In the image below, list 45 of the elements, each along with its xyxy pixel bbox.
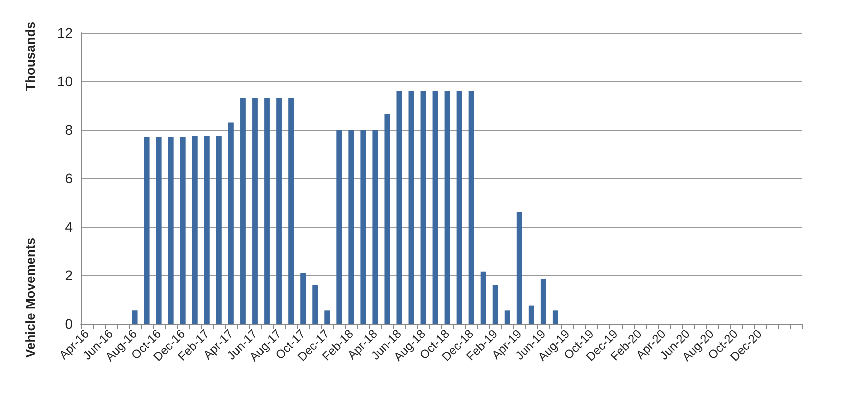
text: Thousands [23,22,38,92]
bar [408,91,414,324]
bar [492,285,498,324]
y-tick-label: 4 [65,219,74,235]
y-tick-label: 0 [65,316,74,332]
bar [180,137,186,324]
y-axis-title: Vehicle Movements [23,238,38,358]
bar [192,136,198,324]
bar [348,130,354,324]
y-tick-label: 8 [65,122,74,138]
bar [468,91,474,324]
bar [396,91,402,324]
bar [360,130,366,324]
bar [252,98,258,324]
bar [384,114,390,324]
bar [516,212,522,324]
bar [372,130,378,324]
bar [552,310,558,324]
bar [228,122,234,324]
bar [264,98,270,324]
bar [156,137,162,324]
bar [480,272,486,324]
bar [456,91,462,324]
bar [168,137,174,324]
bar [288,98,294,324]
bar [300,273,306,324]
y-tick-label: 2 [65,268,74,284]
bar [312,285,318,324]
bar [336,130,342,324]
bar [504,310,510,324]
bar [204,136,210,324]
bar [276,98,282,324]
bar [216,136,222,324]
bar [540,279,546,324]
y-tick-label: 10 [57,74,74,90]
y-tick-label: 6 [65,170,74,186]
bar [324,310,330,324]
bar [432,91,438,324]
bar [132,310,138,324]
bar [528,306,534,324]
bar [420,91,426,324]
bar [444,91,450,324]
y-tick-label: 12 [57,25,74,41]
bar [240,98,246,324]
bar [144,137,150,324]
